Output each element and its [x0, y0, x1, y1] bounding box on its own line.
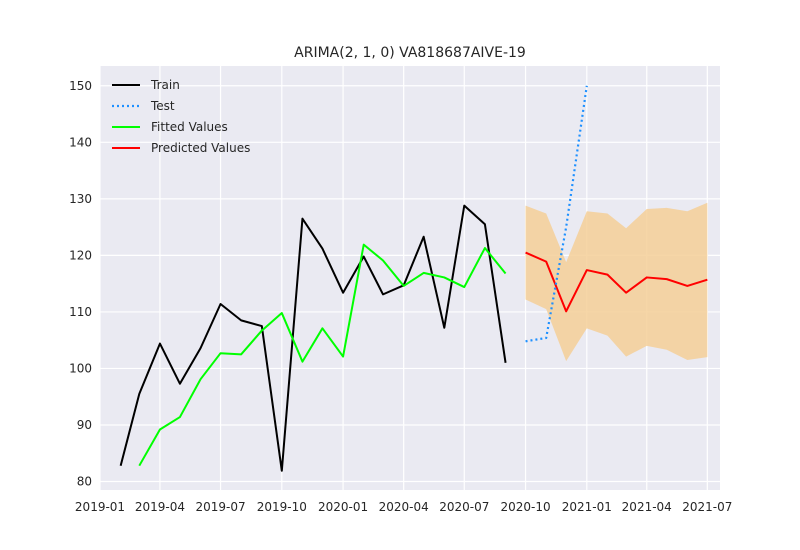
x-tick-label: 2019-04: [135, 500, 185, 514]
legend-label-fitted-values: Fitted Values: [151, 120, 228, 134]
x-axis-ticks: 2019-01 2019-04 2019-07 2019-10 2020-01 2020-…: [75, 500, 732, 514]
y-tick-label: 130: [69, 192, 92, 206]
x-tick-label: 2020-10: [500, 500, 550, 514]
x-tick-label: 2019-01: [75, 500, 125, 514]
legend-label-train: Train: [150, 78, 180, 92]
x-tick-label: 2021-07: [682, 500, 732, 514]
y-tick-label: 110: [69, 305, 92, 319]
x-tick-label: 2019-07: [195, 500, 245, 514]
x-tick-label: 2020-01: [318, 500, 368, 514]
chart-title: ARIMA(2, 1, 0) VA818687AIVE-19: [294, 45, 526, 61]
y-tick-label: 80: [77, 475, 92, 489]
legend-label-predicted-values: Predicted Values: [151, 141, 250, 155]
fitted-values-line: [138, 243, 507, 467]
test-line: [525, 85, 588, 343]
legend-label-test: Test: [150, 99, 175, 113]
y-tick-label: 100: [69, 361, 92, 375]
predicted-values-line: [525, 251, 708, 313]
x-tick-label: 2021-04: [622, 500, 672, 514]
y-tick-label: 90: [77, 418, 92, 432]
y-axis-ticks: 80 90 100 110 120 130 140 150: [69, 79, 92, 489]
x-tick-label: 2020-04: [379, 500, 429, 514]
x-tick-label: 2019-10: [257, 500, 307, 514]
series-layer: [119, 85, 708, 472]
x-tick-label: 2021-01: [562, 500, 612, 514]
y-tick-label: 140: [69, 135, 92, 149]
x-tick-label: 2020-07: [439, 500, 489, 514]
y-tick-label: 150: [69, 79, 92, 93]
y-tick-label: 120: [69, 248, 92, 262]
legend: Train Test Fitted Values Predicted Values: [112, 78, 250, 155]
train-line: [119, 204, 507, 472]
